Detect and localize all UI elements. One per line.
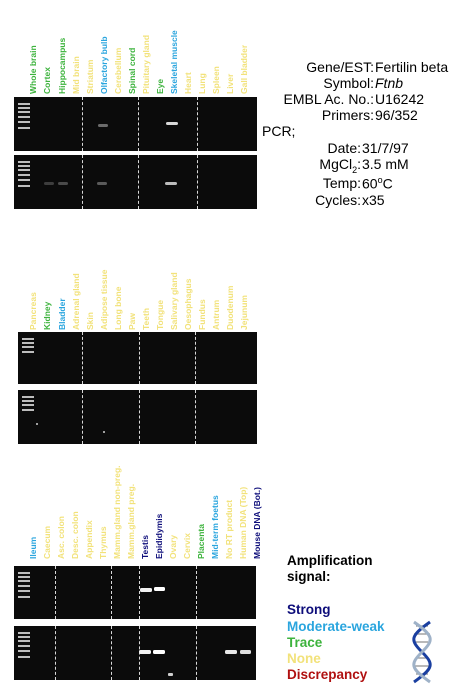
lane-label: Placenta bbox=[196, 524, 206, 559]
lane-label: Teeth bbox=[141, 307, 151, 330]
embl-value: U16242 bbox=[375, 91, 425, 107]
lane-label: Caecum bbox=[42, 525, 52, 559]
lane-label: Epididymis bbox=[154, 513, 164, 559]
legend-item: Discrepancy bbox=[287, 667, 368, 682]
lane-label: Mid-term foetus bbox=[210, 495, 220, 559]
mgcl-value: 3.5 mM bbox=[362, 156, 409, 172]
lane-label: Skeletal muscle bbox=[169, 30, 179, 94]
lane-label: Pancreas bbox=[28, 292, 38, 330]
symbol-label: Symbol: bbox=[323, 75, 374, 91]
lane-label: Paw bbox=[127, 312, 137, 330]
cycles-value: x35 bbox=[362, 192, 385, 208]
cycles-label: Cycles: bbox=[315, 192, 361, 208]
lane-label: Cervix bbox=[182, 533, 192, 559]
lane-label: Salivary gland bbox=[169, 272, 179, 330]
legend-item: Trace bbox=[287, 635, 323, 650]
lane-label: Asc. colon bbox=[56, 516, 66, 559]
lane-label: Adipose tissue bbox=[99, 269, 109, 330]
gel-image bbox=[14, 155, 257, 209]
dna-helix-icon bbox=[412, 620, 432, 684]
legend-title: Amplification signal: bbox=[287, 553, 373, 584]
lane-label: Pituitary gland bbox=[141, 34, 151, 94]
lane-label: Jejunum bbox=[239, 295, 249, 330]
lane-label: Ovary bbox=[168, 534, 178, 559]
lane-label: Cortex bbox=[42, 67, 52, 94]
lane-label: Testis bbox=[140, 535, 150, 559]
gel-image bbox=[14, 566, 256, 619]
date-value: 31/7/97 bbox=[362, 140, 409, 156]
lane-label: Olfactory bulb bbox=[99, 36, 109, 94]
lane-label: Ileum bbox=[28, 536, 38, 559]
lane-label: Long bone bbox=[113, 286, 123, 330]
lane-label: Tongue bbox=[155, 299, 165, 330]
date-label: Date: bbox=[327, 140, 361, 156]
lane-label: Adrenal gland bbox=[71, 273, 81, 330]
temp-label: Temp: bbox=[322, 175, 361, 191]
gel-image bbox=[18, 332, 257, 384]
lane-label: Skin bbox=[85, 312, 95, 330]
lane-label: Cerebellum bbox=[113, 47, 123, 94]
lane-label: Spinal cord bbox=[127, 47, 137, 94]
primers-value: 96/352 bbox=[375, 107, 418, 123]
lane-label: Whole brain bbox=[28, 45, 38, 94]
lane-label: Lung bbox=[197, 73, 207, 94]
embl-label: EMBL Ac. No.: bbox=[283, 91, 374, 107]
lane-label: Appendix bbox=[84, 520, 94, 559]
lane-label: Mouse DNA (Bot.) bbox=[252, 487, 262, 559]
lane-label: Antrum bbox=[211, 299, 221, 330]
lane-label: Kidney bbox=[42, 301, 52, 330]
legend-item: Moderate-weak bbox=[287, 619, 385, 634]
lane-label: Bladder bbox=[57, 298, 67, 330]
pcr-label: PCR; bbox=[262, 123, 296, 139]
lane-label: Mamm.gland non-preg. bbox=[112, 465, 122, 560]
lane-label: No RT product bbox=[224, 499, 234, 559]
gel-image bbox=[14, 97, 257, 151]
lane-label: Gall bladder bbox=[239, 44, 249, 94]
lane-label: Desc. colon bbox=[70, 511, 80, 559]
gene-value: Fertilin beta bbox=[375, 59, 449, 75]
lane-label: Oesophagus bbox=[183, 278, 193, 330]
lane-label: Mid brain bbox=[71, 56, 81, 94]
lane-label: Mamm.gland preg. bbox=[126, 483, 136, 559]
gene-label: Gene/EST: bbox=[306, 59, 374, 75]
gene-info: Gene/EST: Fertilin beta Symbol: Ftnb EMB… bbox=[262, 58, 462, 218]
primers-label: Primers: bbox=[321, 107, 374, 123]
lane-label: Eye bbox=[155, 78, 165, 94]
lane-label: Duodenum bbox=[225, 285, 235, 330]
mgcl-label: MgCl2: bbox=[319, 156, 361, 175]
lane-label: Liver bbox=[225, 73, 235, 94]
lane-label: Spleen bbox=[211, 66, 221, 94]
gel-image bbox=[18, 390, 257, 444]
lane-label: Fundus bbox=[197, 299, 207, 330]
legend-item: None bbox=[287, 651, 321, 666]
lane-label: Thymus bbox=[98, 526, 108, 559]
lane-label: Human DNA (Top) bbox=[238, 486, 248, 559]
gel-image bbox=[14, 626, 256, 680]
symbol-value: Ftnb bbox=[375, 75, 404, 91]
lane-label: Striatum bbox=[85, 59, 95, 94]
legend-item: Strong bbox=[287, 602, 331, 617]
temp-value: 60oC bbox=[362, 175, 393, 192]
lane-label: Hippocampus bbox=[57, 37, 67, 94]
lane-label: Heart bbox=[183, 72, 193, 94]
